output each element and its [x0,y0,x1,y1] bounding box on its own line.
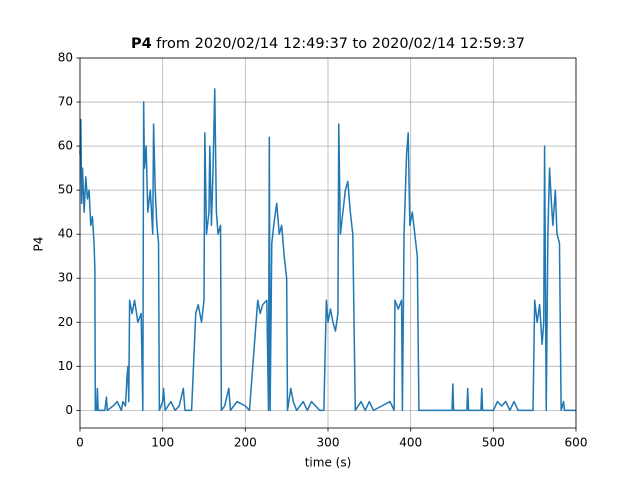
x-tick-label: 400 [399,436,422,450]
y-tick-label: 0 [65,403,73,417]
x-tick-label: 100 [151,436,174,450]
title-text: from 2020/02/14 12:49:37 to 2020/02/14 1… [156,36,525,52]
chart-title: P4 from 2020/02/14 12:49:37 to 2020/02/1… [131,36,525,52]
x-tick-label: 500 [482,436,505,450]
y-tick-label: 50 [58,183,73,197]
y-tick-label: 40 [58,227,73,241]
y-tick-label: 10 [58,359,73,373]
x-axis-label: time (s) [305,456,352,470]
y-tick-label: 20 [58,315,73,329]
y-axis-label: P4 [32,237,46,252]
y-tick-label: 30 [58,271,73,285]
plot-frame [79,57,577,429]
x-tick-label: 300 [317,436,340,450]
x-tick-label: 600 [565,436,588,450]
y-tick-label: 80 [58,51,73,65]
y-tick-label: 60 [58,139,73,153]
y-tick-label: 70 [58,95,73,109]
x-tick-label: 0 [76,436,84,450]
line-series [79,88,576,412]
title-bold: P4 [131,36,152,52]
x-tick-label: 200 [234,436,257,450]
